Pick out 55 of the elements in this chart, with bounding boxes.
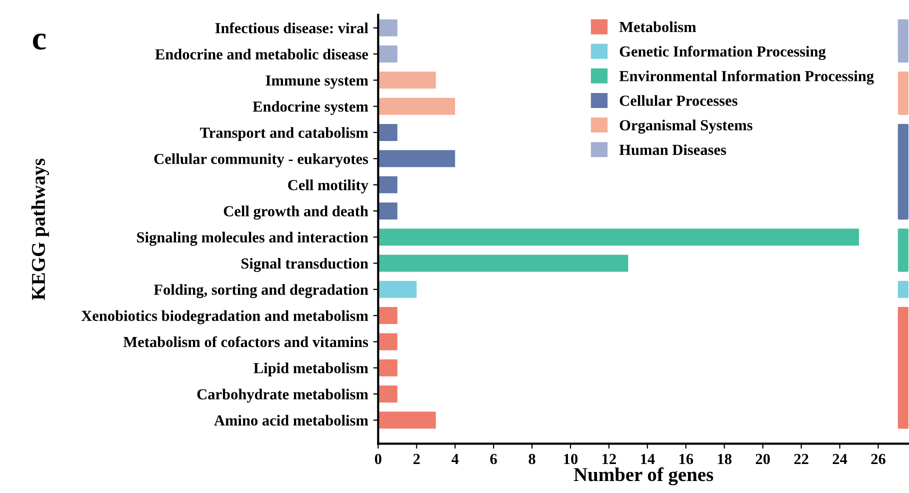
bar [378, 150, 456, 168]
y-tick-label: Transport and catabolism [200, 127, 368, 142]
y-tick-label: Folding, sorting and degradation [154, 284, 368, 298]
x-axis-title: Number of genes [574, 467, 714, 486]
y-tick-label: Lipid metabolism [254, 362, 368, 376]
x-tick-label: 20 [756, 454, 770, 464]
x-tick-label: 12 [602, 454, 616, 464]
x-tick-label: 4 [451, 454, 459, 464]
y-tick-label: Immune system [266, 75, 368, 89]
x-tick-label: 16 [679, 454, 694, 464]
x-tick-label: 18 [718, 454, 732, 464]
x-tick-label: 24 [832, 454, 848, 464]
y-tick-label: Amino acid metabolism [214, 414, 368, 426]
bar [378, 412, 436, 429]
bar [378, 307, 398, 324]
bar [378, 202, 398, 220]
legend-label: Human Diseases [619, 144, 726, 156]
y-tick-label: Endocrine system [252, 101, 368, 115]
bar [378, 280, 417, 298]
bar [378, 72, 436, 89]
y-tick-label: Infectious disease: viral [215, 22, 368, 34]
x-tick-label: 14 [641, 454, 655, 464]
legend-label: Genetic Information Processing [620, 46, 826, 60]
y-tick-label: Endocrine and metabolic disease [155, 48, 368, 60]
bar [378, 254, 628, 272]
legend-label: Metabolism [619, 21, 696, 32]
bar [378, 333, 398, 350]
x-tick-label: 2 [413, 454, 420, 464]
y-tick-label: Signaling molecules and interaction [137, 232, 368, 246]
y-tick-label: Cell growth and death [224, 206, 368, 220]
y-tick-label: Metabolism of cofactors and vitamins [123, 336, 368, 348]
bar [378, 386, 398, 403]
y-tick-label: Xenobiotics biodegradation and metabolism [81, 310, 368, 324]
y-axis-title: KEGG pathways [31, 158, 50, 300]
legend-label: Environmental Information Processing [619, 70, 874, 85]
legend-label: Cellular Processes [620, 95, 738, 106]
bar [378, 19, 398, 36]
text: c [32, 34, 46, 50]
bar [378, 98, 456, 115]
bar [378, 124, 398, 141]
x-tick-label: 10 [564, 454, 578, 464]
x-tick-label: 22 [794, 454, 808, 464]
bar [378, 46, 398, 63]
bar [378, 359, 398, 376]
y-tick-label: Signal transduction [241, 258, 368, 272]
legend-label: Organismal Systems [620, 120, 752, 134]
x-tick-label: 8 [528, 454, 536, 464]
bar [378, 176, 398, 194]
x-tick-label: 26 [871, 454, 886, 464]
y-tick-label: Cell motility [288, 179, 368, 194]
x-tick-label: 6 [490, 454, 497, 464]
x-tick-label: 0 [374, 454, 382, 464]
bar [378, 228, 859, 246]
y-tick-label: Cellular community - eukaryotes [154, 153, 368, 168]
y-tick-label: Carbohydrate metabolism [197, 388, 368, 403]
